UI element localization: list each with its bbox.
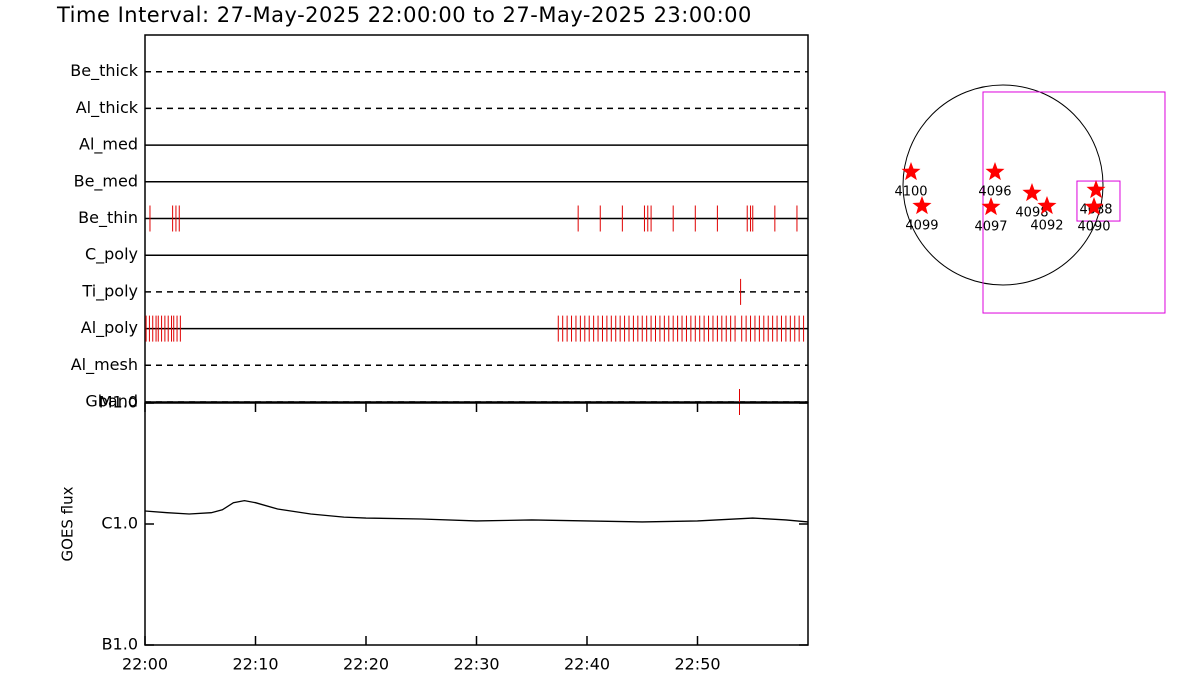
y-tick-label: C_poly	[85, 245, 138, 265]
region-label: 4092	[1030, 219, 1063, 234]
y-tick-label: M1.0	[99, 393, 138, 412]
fov-box	[1076, 180, 1121, 222]
region-label: 4090	[1077, 219, 1110, 234]
y-tick-label: Al_poly	[81, 318, 138, 338]
y-tick-label: Al_mesh	[71, 355, 138, 375]
region-label: 4100	[894, 184, 927, 199]
y-tick-label: C1.0	[101, 514, 138, 533]
region-star	[1086, 180, 1106, 199]
y-axis-label: GOES flux	[59, 486, 77, 561]
region-star	[912, 196, 932, 215]
region-star	[1037, 196, 1057, 215]
y-tick-label: Al_med	[79, 135, 138, 155]
region-star	[981, 197, 1001, 216]
y-tick-label: Ti_poly	[81, 281, 138, 301]
x-tick-label: 22:30	[453, 655, 499, 674]
chart-title: Time Interval: 27-May-2025 22:00:00 to 2…	[56, 3, 752, 27]
region-label: 4098	[1015, 206, 1048, 221]
x-tick-label: 22:10	[232, 655, 278, 674]
y-tick-label: Al_thick	[76, 98, 139, 118]
goes-curve	[144, 499, 809, 523]
region-star	[985, 162, 1005, 181]
region-star	[901, 162, 921, 181]
fov-box	[982, 91, 1166, 314]
solar-disk	[902, 84, 1104, 286]
region-label: 4099	[905, 219, 938, 234]
region-star	[1084, 197, 1104, 216]
y-tick-label: B1.0	[102, 635, 138, 654]
region-label: 4097	[974, 219, 1007, 234]
y-tick-label: Be_med	[74, 171, 138, 191]
region-label: 4096	[978, 184, 1011, 199]
y-tick-label: Be_thick	[70, 61, 138, 81]
region-star	[1022, 183, 1042, 202]
x-tick-label: 22:00	[122, 655, 168, 674]
x-tick-label: 22:50	[674, 655, 720, 674]
x-tick-label: 22:20	[343, 655, 389, 674]
x-tick-label: 22:40	[564, 655, 610, 674]
y-tick-label: Gband	[85, 392, 138, 411]
y-tick-label: Be_thin	[78, 208, 138, 228]
